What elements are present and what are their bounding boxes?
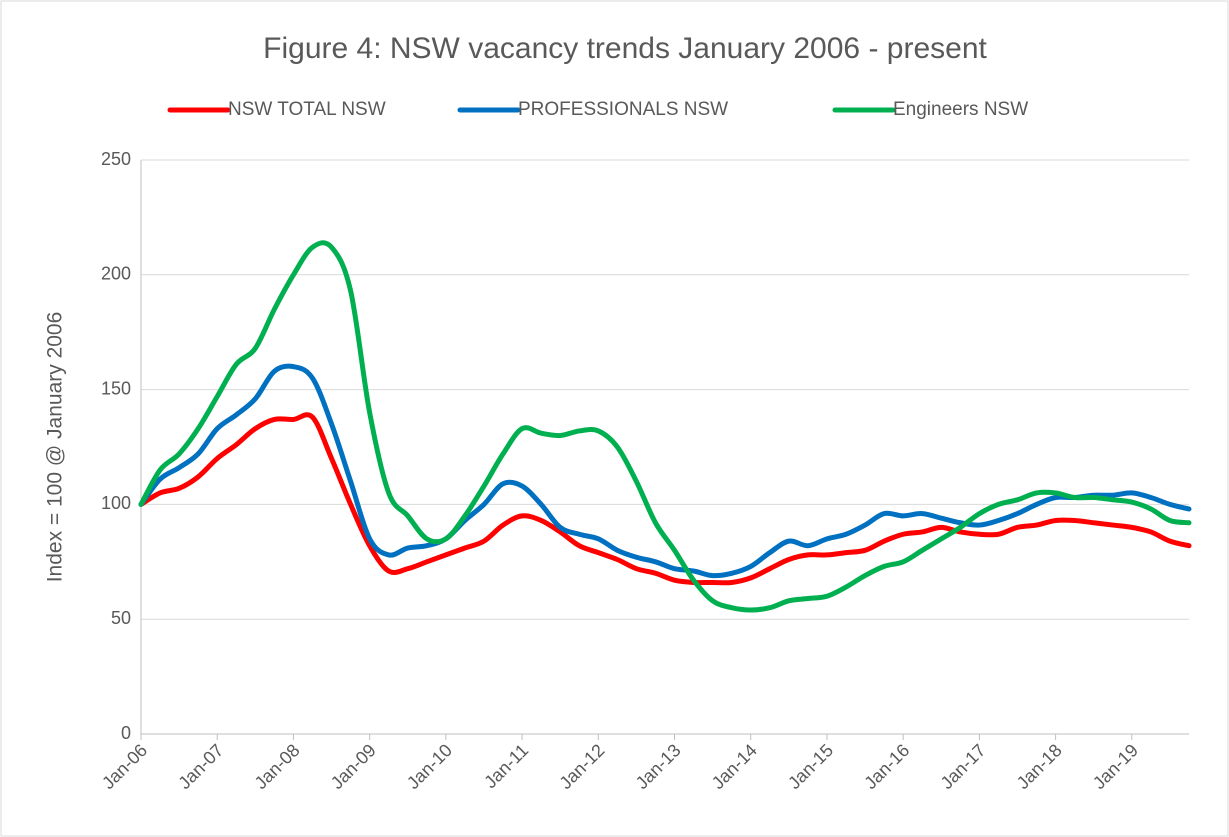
legend-label: PROFESSIONALS NSW — [518, 99, 728, 120]
y-tick-label: 150 — [101, 378, 131, 398]
y-tick-label: 100 — [101, 493, 131, 513]
y-tick-label: 0 — [121, 723, 131, 743]
y-tick-label: 200 — [101, 264, 131, 284]
legend-label: Engineers NSW — [893, 99, 1028, 120]
chart-title: Figure 4: NSW vacancy trends January 200… — [263, 32, 987, 65]
series-line — [138, 240, 1192, 613]
series-line — [138, 363, 1192, 579]
y-axis-label: Index = 100 @ January 2006 — [44, 312, 67, 583]
y-tick-label: 250 — [101, 149, 131, 169]
legend-label: NSW TOTAL NSW — [228, 99, 386, 120]
series-line — [138, 412, 1192, 586]
y-tick-label: 50 — [111, 608, 131, 628]
